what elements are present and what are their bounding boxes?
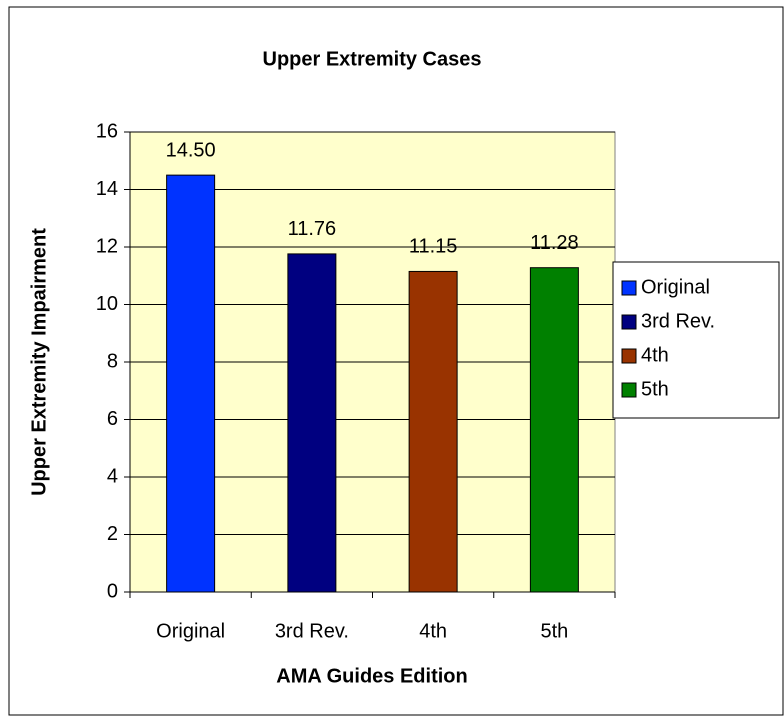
legend-swatch	[621, 314, 637, 330]
y-tick-label: 2	[107, 523, 118, 545]
legend-swatch	[621, 382, 637, 398]
bar	[287, 253, 337, 593]
x-tick-label: Original	[156, 620, 225, 642]
y-tick-label: 12	[96, 235, 118, 257]
y-tick-label: 4	[107, 465, 118, 487]
y-tick-label: 0	[107, 580, 118, 602]
legend-label: 4th	[641, 344, 669, 366]
x-tick-label: 3rd Rev.	[275, 620, 349, 642]
data-label: 11.28	[530, 232, 579, 254]
y-tick-label: 10	[96, 293, 118, 315]
y-tick-label: 16	[96, 120, 118, 142]
x-axis-label: AMA Guides Edition	[276, 665, 467, 687]
legend-box	[612, 261, 780, 419]
x-tick-label: 5th	[540, 620, 568, 642]
data-label: 11.76	[288, 218, 337, 240]
y-tick-label: 8	[107, 350, 118, 372]
bar	[529, 267, 579, 593]
data-label: 14.50	[166, 139, 216, 161]
x-tick-label: 4th	[419, 620, 447, 642]
bar	[408, 270, 458, 593]
legend-label: 5th	[641, 378, 669, 400]
legend-swatch	[621, 348, 637, 364]
y-axis-label: Upper Extremity Impairment	[28, 228, 50, 496]
legend-swatch	[621, 280, 637, 296]
y-tick-label: 6	[107, 408, 118, 430]
chart-title: Upper Extremity Cases	[263, 48, 482, 70]
bar	[166, 174, 216, 593]
legend-label: Original	[641, 276, 710, 298]
data-label: 11.15	[409, 236, 458, 258]
y-tick-label: 14	[96, 178, 118, 200]
legend-label: 3rd Rev.	[641, 310, 715, 332]
